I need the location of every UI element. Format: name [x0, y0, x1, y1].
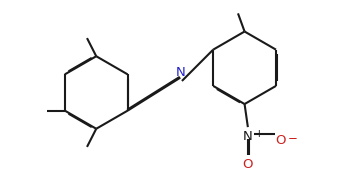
Text: N: N [176, 66, 185, 79]
Text: +: + [255, 129, 264, 139]
Text: O: O [242, 158, 253, 171]
Text: O: O [275, 134, 286, 147]
Text: N: N [243, 130, 253, 143]
Text: −: − [288, 132, 298, 145]
